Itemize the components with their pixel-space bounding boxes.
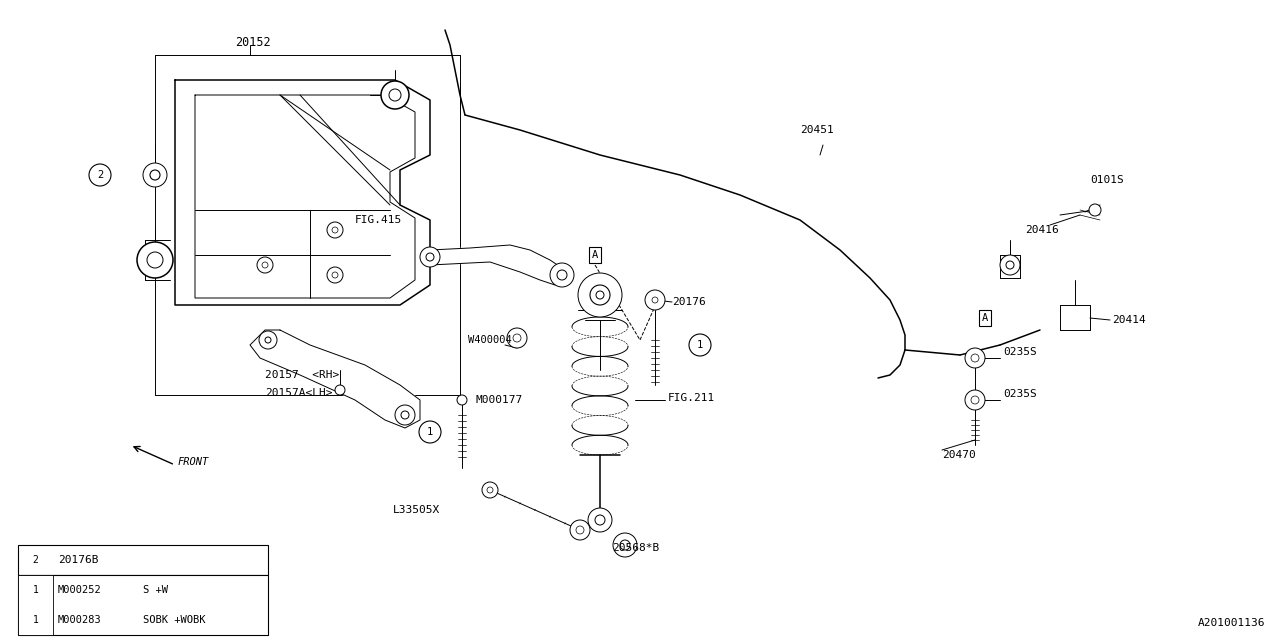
Text: 2: 2: [32, 555, 38, 565]
Circle shape: [576, 526, 584, 534]
Circle shape: [645, 290, 666, 310]
Circle shape: [596, 291, 604, 299]
Circle shape: [265, 337, 271, 343]
Circle shape: [486, 487, 493, 493]
Circle shape: [143, 163, 166, 187]
Text: SOBK +WOBK: SOBK +WOBK: [143, 615, 206, 625]
Circle shape: [972, 354, 979, 362]
Circle shape: [550, 263, 573, 287]
Circle shape: [257, 257, 273, 273]
Text: 0235S: 0235S: [1004, 389, 1037, 399]
Circle shape: [513, 334, 521, 342]
Text: A: A: [591, 250, 598, 260]
Circle shape: [689, 334, 710, 356]
Text: 20157  <RH>: 20157 <RH>: [265, 370, 339, 380]
Bar: [18, 575, 268, 635]
Bar: [18, 575, 52, 635]
Circle shape: [620, 540, 630, 550]
Circle shape: [595, 515, 605, 525]
Text: M000283: M000283: [58, 615, 101, 625]
Circle shape: [426, 253, 434, 261]
Text: 20157A<LH>: 20157A<LH>: [265, 388, 333, 398]
Text: 20568*B: 20568*B: [612, 543, 659, 553]
Circle shape: [588, 508, 612, 532]
Text: W400004: W400004: [468, 335, 512, 345]
Text: L33505X: L33505X: [393, 505, 440, 515]
Circle shape: [419, 421, 442, 443]
Circle shape: [381, 81, 410, 109]
Circle shape: [137, 242, 173, 278]
Circle shape: [326, 267, 343, 283]
Text: FIG.211: FIG.211: [668, 393, 716, 403]
Text: A201001136: A201001136: [1198, 618, 1265, 628]
Text: 20176: 20176: [672, 297, 705, 307]
Circle shape: [332, 227, 338, 233]
Text: A: A: [982, 313, 988, 323]
Circle shape: [972, 396, 979, 404]
Circle shape: [401, 411, 410, 419]
Circle shape: [965, 348, 986, 368]
Circle shape: [1006, 261, 1014, 269]
Text: 1: 1: [32, 615, 38, 625]
Text: 20416: 20416: [1025, 225, 1059, 235]
Circle shape: [90, 164, 111, 186]
Circle shape: [262, 262, 268, 268]
Text: 20176B: 20176B: [58, 555, 99, 565]
Circle shape: [150, 170, 160, 180]
Circle shape: [27, 611, 45, 629]
Text: FIG.415: FIG.415: [355, 215, 402, 225]
Circle shape: [396, 405, 415, 425]
Circle shape: [557, 270, 567, 280]
Circle shape: [652, 297, 658, 303]
Text: 20451: 20451: [800, 125, 833, 135]
Bar: [18, 545, 268, 575]
Circle shape: [590, 285, 611, 305]
Circle shape: [27, 581, 45, 599]
Circle shape: [420, 247, 440, 267]
Text: 1: 1: [32, 585, 38, 595]
Text: S +W: S +W: [143, 585, 168, 595]
Circle shape: [507, 328, 527, 348]
Circle shape: [335, 385, 346, 395]
Polygon shape: [175, 80, 430, 305]
Circle shape: [613, 533, 637, 557]
Circle shape: [570, 520, 590, 540]
Circle shape: [965, 390, 986, 410]
Circle shape: [147, 252, 163, 268]
Text: 2: 2: [97, 170, 104, 180]
Text: 0101S: 0101S: [1091, 175, 1124, 185]
Polygon shape: [195, 95, 415, 298]
Text: 20470: 20470: [942, 450, 975, 460]
Circle shape: [27, 551, 45, 569]
Circle shape: [1089, 204, 1101, 216]
Circle shape: [483, 482, 498, 498]
Polygon shape: [430, 245, 564, 285]
Circle shape: [457, 395, 467, 405]
Polygon shape: [250, 330, 420, 428]
Circle shape: [1000, 255, 1020, 275]
Text: M000252: M000252: [58, 585, 101, 595]
Circle shape: [326, 222, 343, 238]
Text: 0235S: 0235S: [1004, 347, 1037, 357]
Circle shape: [389, 89, 401, 101]
Text: M000177: M000177: [475, 395, 522, 405]
Circle shape: [579, 273, 622, 317]
Text: 20152: 20152: [236, 35, 270, 49]
Text: 20414: 20414: [1112, 315, 1146, 325]
Circle shape: [332, 272, 338, 278]
Text: 1: 1: [696, 340, 703, 350]
Text: 1: 1: [426, 427, 433, 437]
Text: FRONT: FRONT: [178, 457, 209, 467]
Circle shape: [259, 331, 276, 349]
